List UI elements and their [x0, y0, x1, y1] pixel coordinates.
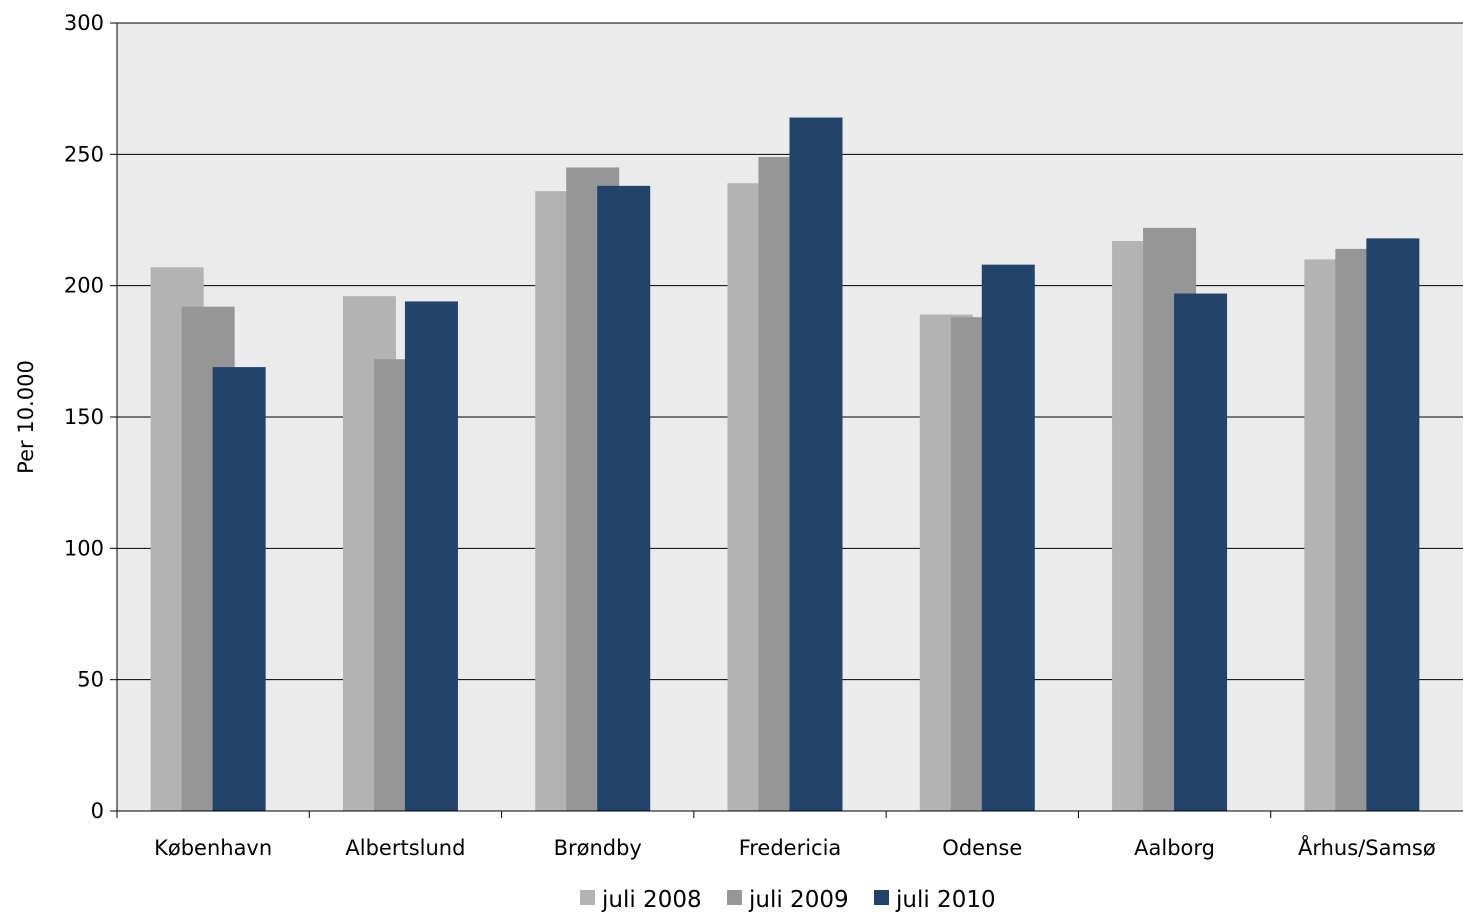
- x-category-label: Odense: [942, 836, 1022, 860]
- y-tick-label: 200: [64, 274, 104, 298]
- x-category-label: Brøndby: [554, 836, 642, 860]
- x-category-labels: København Albertslund Brøndby Fredericia Ode…: [154, 834, 1436, 860]
- y-tick-label: 250: [64, 142, 104, 166]
- legend: juli 2008 juli 2009 juli 2010: [580, 887, 996, 912]
- legend-label: juli 2008: [601, 887, 702, 912]
- bar: [981, 264, 1035, 811]
- bar: [404, 301, 458, 811]
- y-tick-label: 300: [64, 11, 104, 35]
- y-tick-labels: 0 50 100 150 200 250 300: [64, 11, 104, 823]
- y-axis-label: Per 10.000: [14, 360, 38, 474]
- x-category-label: København: [154, 836, 272, 860]
- x-category-label: Fredericia: [739, 836, 842, 860]
- legend-label: juli 2010: [895, 887, 996, 912]
- x-category-label: Aalborg: [1134, 836, 1215, 860]
- x-category-label: Århus/Samsø: [1298, 834, 1436, 860]
- y-tick-label: 100: [64, 536, 104, 560]
- legend-swatch: [727, 890, 742, 905]
- bar: [597, 185, 651, 811]
- bars: [150, 117, 1420, 812]
- bar: [1174, 293, 1228, 812]
- x-category-label: Albertslund: [345, 836, 465, 860]
- bar: [789, 117, 843, 811]
- y-tick-label: 0: [91, 799, 104, 823]
- y-tick-label: 50: [77, 668, 104, 692]
- y-tick-label: 150: [64, 405, 104, 429]
- axes: [110, 22, 1463, 818]
- legend-label: juli 2009: [748, 887, 849, 912]
- bar: [212, 367, 266, 811]
- legend-swatch: [580, 890, 595, 905]
- bar: [1366, 238, 1420, 812]
- legend-swatch: [874, 890, 889, 905]
